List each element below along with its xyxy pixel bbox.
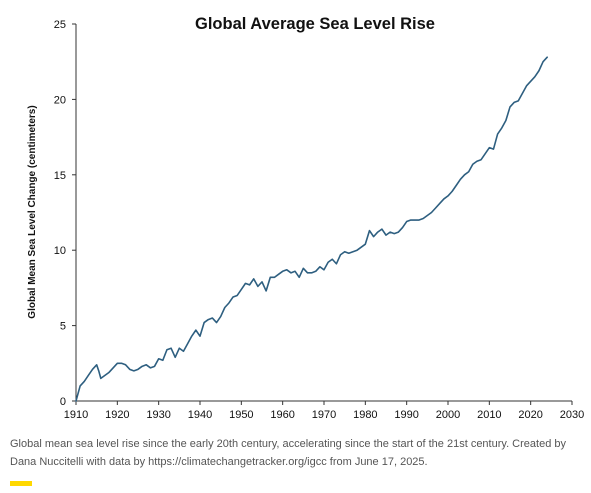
x-tick-label: 1960 [270, 409, 294, 421]
y-tick-label: 5 [60, 321, 66, 333]
x-tick-label: 2030 [560, 409, 584, 421]
x-tick-label: 2000 [436, 409, 460, 421]
x-tick-label: 1940 [188, 409, 212, 421]
sea-level-series-line [75, 56, 548, 402]
y-axis-ticks: 0 5 10 15 20 25 [54, 19, 76, 408]
y-tick-label: 10 [54, 245, 66, 257]
accent-bar [10, 481, 32, 486]
chart-caption: Global mean sea level rise since the ear… [10, 438, 566, 468]
x-axis-ticks: 1910 1920 1930 1940 1950 1960 1970 1980 1990 2000… [64, 401, 584, 421]
x-tick-label: 2020 [518, 409, 542, 421]
y-tick-label: 15 [54, 170, 66, 182]
x-tick-label: 1970 [312, 409, 336, 421]
y-tick-label: 20 [54, 94, 66, 106]
y-tick-label: 25 [54, 19, 66, 31]
y-tick-label: 0 [60, 396, 66, 408]
sea-level-chart: Global Average Sea Level Rise Global Mea… [27, 15, 584, 421]
x-tick-label: 1910 [64, 409, 88, 421]
chart-container: Global Average Sea Level Rise Global Mea… [27, 15, 584, 421]
x-tick-label: 1990 [394, 409, 418, 421]
chart-title: Global Average Sea Level Rise [195, 15, 435, 33]
y-axis-label: Global Mean Sea Level Change (centimeter… [27, 105, 38, 318]
x-tick-label: 1980 [353, 409, 377, 421]
x-tick-label: 1930 [146, 409, 170, 421]
x-tick-label: 1920 [105, 409, 129, 421]
x-tick-label: 1950 [229, 409, 253, 421]
x-tick-label: 2010 [477, 409, 501, 421]
